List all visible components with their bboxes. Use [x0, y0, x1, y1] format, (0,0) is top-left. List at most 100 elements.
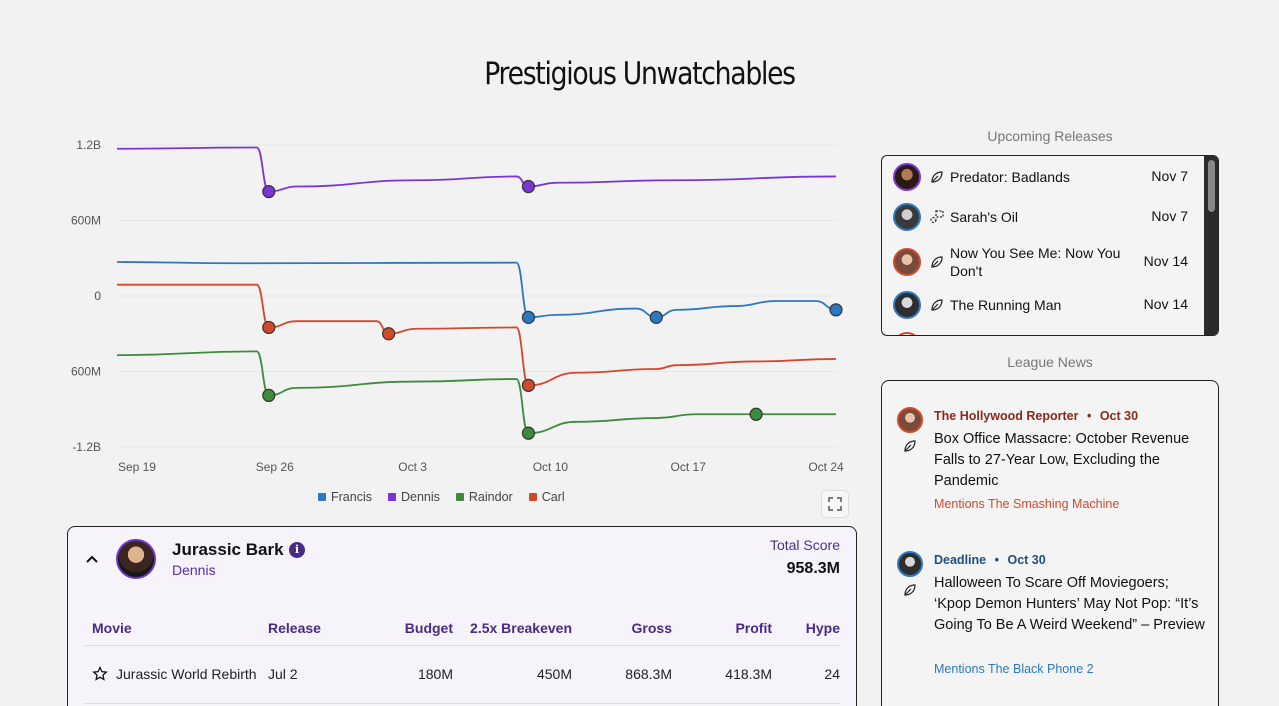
hype-value: 24	[772, 645, 840, 704]
dashed-frame-icon	[930, 210, 944, 224]
leaf-icon	[931, 256, 943, 268]
x-tick-label: Oct 10	[533, 460, 569, 474]
x-tick-label: Sep 19	[118, 460, 156, 474]
page-title: Prestigious Unwatchables	[484, 56, 796, 92]
column-header-hype[interactable]: Hype	[772, 611, 840, 646]
column-header-breakeven[interactable]: 2.5x Breakeven	[453, 611, 572, 646]
movie-table: Movie Release Budget 2.5x Breakeven Gros…	[84, 611, 840, 704]
y-tick-label: 600M	[71, 214, 101, 228]
info-icon[interactable]: i	[289, 542, 305, 558]
upcoming-releases-title: Upcoming Releases	[987, 128, 1113, 144]
series-line-raindor[interactable]	[116, 350, 836, 435]
column-header-release[interactable]: Release	[268, 611, 348, 646]
news-mention[interactable]: Mentions The Black Phone 2	[934, 662, 1094, 676]
data-point-carl[interactable]	[262, 320, 276, 335]
y-tick-label: 1.2B	[76, 138, 101, 152]
leaf-icon	[904, 584, 916, 596]
data-point-carl[interactable]	[382, 327, 396, 341]
news-source[interactable]: Deadline	[934, 553, 987, 567]
news-headline[interactable]: Halloween To Scare Off Moviegoers; ‘Kpop…	[934, 575, 1205, 633]
y-tick-label: -1.2B	[72, 440, 101, 454]
breakeven-value: 450M	[453, 645, 572, 704]
list-item[interactable]: Now You See Me: Now You Don't Nov 14	[882, 242, 1206, 282]
news-mention[interactable]: Mentions The Smashing Machine	[934, 497, 1120, 511]
legend-item-raindor[interactable]: Raindor	[455, 490, 513, 504]
news-date: Oct 30	[1007, 553, 1046, 567]
avatar	[893, 291, 921, 319]
data-point-dennis[interactable]	[521, 179, 536, 194]
avatar	[893, 248, 921, 276]
collapse-button[interactable]	[82, 549, 102, 569]
leaf-icon	[931, 299, 943, 311]
data-point-francis[interactable]	[649, 310, 663, 324]
y-tick-label: 600M	[71, 365, 101, 379]
league-news-list: The Hollywood Reporter • Oct 30 Box Offi…	[881, 380, 1219, 706]
news-headline[interactable]: Box Office Massacre: October Revenue Fal…	[934, 431, 1190, 489]
column-header-movie[interactable]: Movie	[84, 611, 268, 646]
star-icon[interactable]	[92, 666, 108, 682]
scrollbar[interactable]	[1204, 156, 1218, 335]
list-item[interactable]: Predator: Badlands Nov 7	[882, 160, 1206, 194]
data-point-carl[interactable]	[521, 378, 536, 392]
scrollbar-thumb[interactable]	[1208, 160, 1215, 212]
release-title: Predator: Badlands	[950, 169, 1070, 185]
profit-value: 418.3M	[672, 645, 772, 704]
chevron-up-icon	[86, 555, 98, 563]
release-date: Nov 7	[1151, 168, 1188, 184]
series-line-carl[interactable]	[117, 283, 837, 387]
data-point-francis[interactable]	[829, 303, 843, 317]
leaf-icon	[931, 171, 943, 183]
news-meta: The Hollywood Reporter • Oct 30	[934, 409, 1139, 423]
total-score-value: 958.3M	[786, 560, 840, 577]
release-date: Nov 14	[1143, 296, 1188, 312]
x-tick-label: Oct 17	[671, 460, 707, 474]
column-header-budget[interactable]: Budget	[348, 611, 453, 646]
league-news-title: League News	[1007, 354, 1093, 370]
data-point-francis[interactable]	[521, 310, 536, 324]
column-header-gross[interactable]: Gross	[572, 611, 672, 646]
news-item[interactable]: The Hollywood Reporter • Oct 30 Box Offi…	[882, 407, 1218, 547]
fullscreen-icon	[828, 497, 842, 511]
legend-item-dennis[interactable]: Dennis	[387, 490, 440, 504]
team-name: Jurassic Bark	[172, 540, 284, 559]
upcoming-releases-list: Predator: Badlands Nov 7 Sarah's Oil Nov…	[881, 155, 1219, 336]
release-title: The Running Man	[950, 297, 1062, 313]
total-score-label: Total Score	[769, 537, 840, 553]
avatar	[897, 407, 923, 433]
series-line-dennis[interactable]	[116, 146, 837, 193]
y-tick-label: 0	[94, 289, 101, 303]
data-point-raindor[interactable]	[749, 407, 763, 421]
x-tick-label: Oct 24	[808, 460, 844, 474]
leaf-icon	[904, 440, 916, 452]
data-point-raindor[interactable]	[521, 426, 536, 440]
list-item[interactable]: Sarah's Oil Nov 7	[882, 200, 1206, 234]
list-item[interactable]: The Running Man Nov 14	[882, 290, 1206, 324]
avatar	[897, 551, 923, 577]
performance-chart: 1.2B 600M 0 600M -1.2B Sep 19 Sep 26 Oct 3 Oct 1…	[71, 138, 844, 474]
data-point-raindor[interactable]	[262, 388, 276, 403]
table-row[interactable]: Jurassic World Rebirth Jul 2 180M 450M 8…	[84, 645, 840, 704]
avatar	[893, 203, 921, 231]
chart-legend: Francis Dennis Raindor Carl	[318, 490, 565, 504]
legend-item-francis[interactable]: Francis	[318, 490, 372, 504]
news-source[interactable]: The Hollywood Reporter	[934, 409, 1079, 423]
x-tick-label: Oct 3	[398, 460, 427, 474]
release-date: Nov 14	[1143, 253, 1188, 269]
news-item[interactable]: Deadline • Oct 30 Halloween To Scare Off…	[882, 551, 1218, 691]
data-point-dennis[interactable]	[262, 184, 276, 199]
fullscreen-button[interactable]	[821, 490, 849, 518]
team-owner[interactable]: Dennis	[172, 562, 216, 578]
avatar	[893, 332, 921, 335]
team-card: Jurassic Bark i Dennis Total Score 958.3…	[67, 526, 857, 706]
x-tick-label: Sep 26	[256, 460, 294, 474]
legend-item-carl[interactable]: Carl	[528, 490, 565, 504]
news-meta: Deadline • Oct 30	[934, 553, 1046, 567]
series-line-francis[interactable]	[116, 261, 837, 319]
avatar	[116, 539, 156, 579]
column-header-profit[interactable]: Profit	[672, 611, 772, 646]
release-title: Sarah's Oil	[950, 209, 1019, 225]
movie-title[interactable]: Jurassic World Rebirth	[116, 666, 257, 682]
release-date: Nov 7	[1151, 208, 1188, 224]
news-date: Oct 30	[1099, 409, 1139, 423]
budget-value: 180M	[348, 645, 453, 704]
